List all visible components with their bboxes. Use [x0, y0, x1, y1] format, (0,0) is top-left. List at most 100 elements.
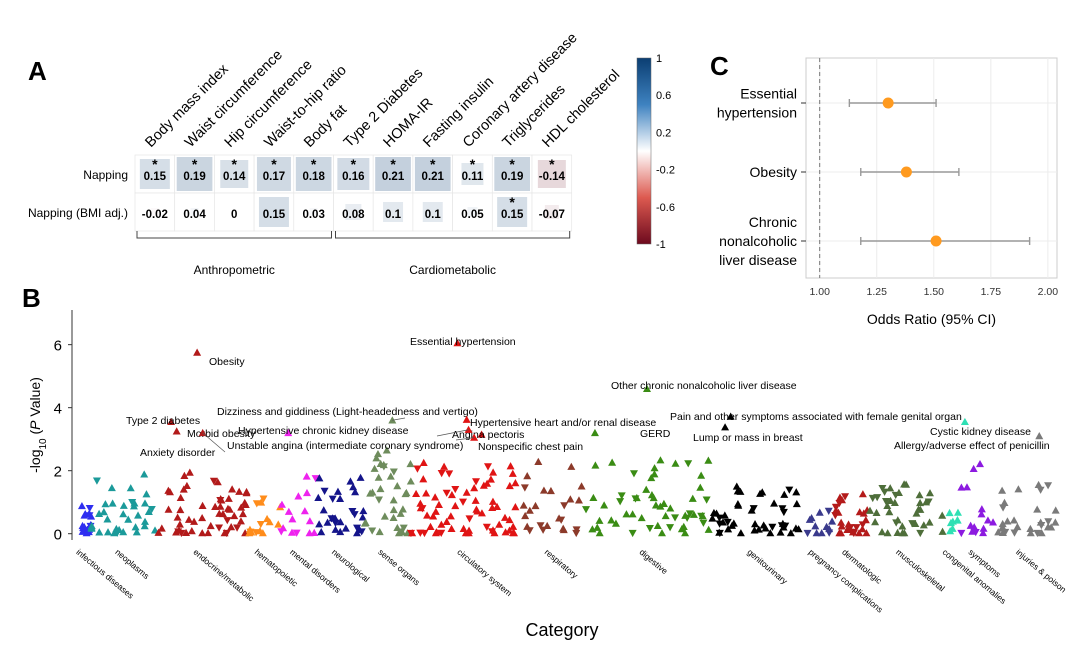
- x-axis-label: Category: [525, 620, 598, 640]
- data-point: [314, 493, 323, 501]
- heatmap-cell-fill: [537, 160, 566, 188]
- data-point: [119, 510, 128, 518]
- data-point: [472, 478, 481, 486]
- point-annotation: Type 2 diabetes: [126, 415, 200, 427]
- data-point: [126, 484, 135, 492]
- data-point: [595, 529, 604, 537]
- data-point: [886, 496, 895, 504]
- data-point: [119, 528, 128, 536]
- data-point: [164, 505, 173, 513]
- data-point: [462, 488, 471, 496]
- data-point: [447, 524, 456, 532]
- data-point: [177, 529, 186, 538]
- panel-label-a: A: [28, 56, 47, 86]
- data-point: [279, 524, 288, 532]
- data-point: [107, 483, 116, 492]
- data-point: [389, 468, 398, 476]
- labeled-data-point: [726, 412, 735, 420]
- data-point: [331, 514, 340, 522]
- data-point: [688, 494, 697, 502]
- heatmap-row-label: Napping (BMI adj.): [28, 206, 128, 220]
- data-point: [794, 525, 803, 533]
- heatmap-value-label: 0.17: [263, 171, 285, 183]
- data-point: [406, 477, 415, 485]
- colorbar-tick-label: 1: [656, 53, 662, 65]
- data-point: [511, 479, 520, 487]
- data-point: [734, 501, 743, 509]
- data-point: [656, 456, 665, 464]
- data-point: [650, 470, 659, 478]
- data-point: [412, 489, 421, 498]
- x-tick-label: 1.00: [809, 286, 830, 298]
- data-point: [380, 512, 389, 520]
- data-point: [132, 528, 141, 536]
- data-point: [1044, 518, 1053, 526]
- data-point: [792, 488, 801, 496]
- data-point: [979, 528, 988, 537]
- data-point: [437, 469, 446, 478]
- significance-star: *: [390, 156, 396, 172]
- data-point: [702, 496, 711, 504]
- data-point: [509, 522, 518, 530]
- data-point: [236, 517, 245, 525]
- y-label-italic: P: [27, 420, 43, 430]
- data-point: [328, 495, 337, 503]
- data-point: [451, 501, 460, 510]
- odds-ratio-point: [930, 235, 942, 247]
- annotation-leader: [455, 437, 475, 441]
- data-point: [858, 521, 867, 529]
- y-tick-label: 6: [54, 338, 62, 355]
- data-point: [287, 528, 296, 536]
- data-point: [104, 528, 113, 536]
- point-annotation: Morbid obesity: [187, 428, 256, 440]
- data-point: [979, 524, 988, 532]
- data-point: [559, 524, 568, 532]
- data-point: [180, 471, 189, 479]
- data-point: [131, 523, 140, 531]
- data-point: [190, 517, 199, 525]
- colorbar-tick-label: -0.6: [656, 202, 675, 214]
- data-point: [204, 528, 213, 537]
- data-point: [509, 528, 518, 537]
- data-point: [1033, 529, 1042, 538]
- data-point: [871, 518, 880, 526]
- data-point: [1037, 529, 1046, 537]
- data-point: [970, 523, 979, 531]
- data-point: [341, 524, 350, 532]
- data-point: [479, 481, 488, 489]
- data-point: [611, 519, 620, 527]
- data-point: [708, 514, 717, 522]
- data-point: [891, 491, 900, 500]
- data-point: [729, 519, 738, 527]
- data-point: [885, 508, 894, 516]
- labeled-data-point: [388, 416, 397, 424]
- data-point: [872, 508, 881, 516]
- significance-star: *: [232, 156, 238, 172]
- heatmap-value-label: 0.1: [425, 209, 442, 221]
- data-point: [595, 516, 604, 524]
- data-point: [488, 526, 497, 534]
- data-point: [242, 487, 251, 496]
- data-point: [957, 529, 966, 538]
- data-point: [898, 529, 907, 537]
- data-point: [758, 488, 767, 496]
- y-tick-label: 2: [54, 464, 62, 481]
- data-point: [720, 511, 729, 519]
- forest-row-label: hypertension: [717, 105, 797, 121]
- annotation-leader: [436, 429, 469, 437]
- data-point: [235, 487, 244, 495]
- data-point: [176, 493, 185, 501]
- data-point: [374, 496, 383, 504]
- data-point: [591, 461, 600, 469]
- data-point: [370, 464, 379, 472]
- data-point: [999, 504, 1008, 512]
- heatmap-cell-fill: [414, 157, 451, 191]
- data-point: [176, 505, 185, 514]
- data-point: [589, 493, 598, 502]
- heatmap-cell-fill: [309, 208, 318, 216]
- data-point: [828, 517, 837, 525]
- data-point: [511, 503, 520, 511]
- data-point: [520, 484, 529, 492]
- data-point: [413, 465, 422, 473]
